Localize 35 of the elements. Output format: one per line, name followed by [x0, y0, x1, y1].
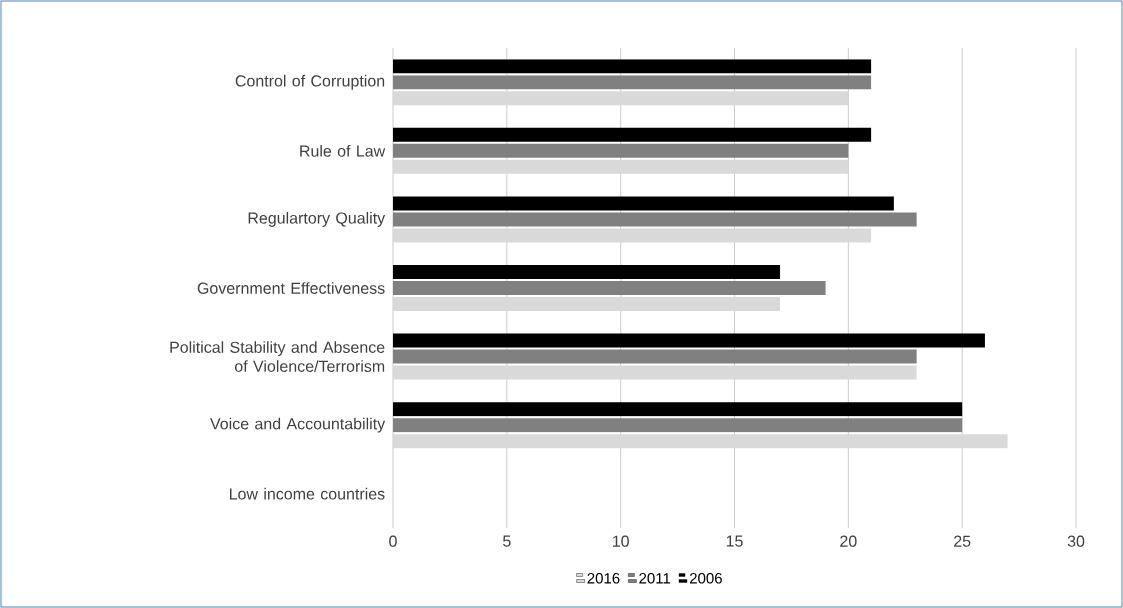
x-tick-label: 25: [954, 535, 971, 547]
x-tick-label: 30: [1067, 535, 1085, 547]
bar: [393, 333, 985, 348]
bar: [393, 91, 849, 106]
bar: [393, 196, 894, 211]
x-tick-label: 0: [389, 535, 397, 547]
bar: [393, 265, 781, 280]
x-tick-label: 15: [726, 535, 743, 547]
y-tick-label: Rule of Law: [300, 145, 386, 157]
y-tick-label: Low income countries: [230, 487, 385, 500]
y-tick-label: Regulartory Quality: [248, 211, 386, 227]
y-tick-label: Control of Corruption: [235, 74, 385, 90]
y-tick-label: Political Stability and Absence of Violence/Terrorism: [170, 341, 385, 372]
bar: [393, 159, 849, 174]
bar: [393, 212, 917, 227]
bar: [393, 281, 826, 296]
bar: [393, 418, 963, 433]
bar: [393, 297, 781, 312]
bar: [393, 365, 917, 380]
x-tick-label: 20: [840, 535, 857, 547]
x-tick-label: 10: [613, 535, 629, 547]
x-tick-label: 5: [503, 535, 511, 547]
bar: [393, 143, 849, 158]
bar: [393, 59, 872, 74]
bar: [393, 349, 917, 364]
bar: [393, 127, 872, 142]
legend-label: 2011: [639, 573, 671, 584]
y-tick-label: Voice and Accountability: [210, 417, 386, 433]
legend-label: 2016: [587, 573, 620, 584]
bar: [393, 75, 872, 90]
legend-label: 2006: [689, 573, 722, 584]
bar: [393, 402, 963, 417]
y-tick-label: Government Effectiveness: [197, 282, 385, 294]
bar: [393, 228, 872, 243]
bar: [393, 434, 1008, 449]
